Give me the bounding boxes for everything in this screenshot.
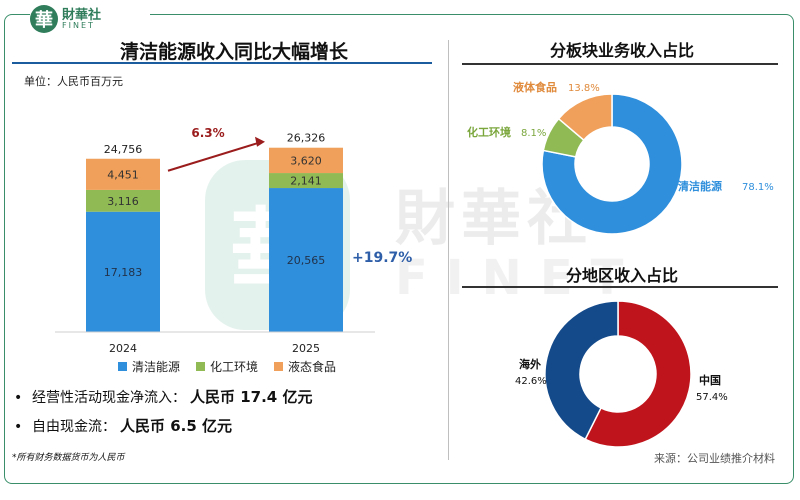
slice-value-label: 78.1% [742, 182, 774, 193]
legend-swatch [196, 362, 205, 371]
bar-value-label: 2,141 [290, 175, 322, 188]
bar-segment [86, 211, 160, 332]
bullet-label: 经营性活动现金净流入： [32, 390, 186, 406]
bar-value-label: 3,620 [290, 154, 322, 167]
donut-slice [584, 300, 692, 448]
bar-value-label: 3,116 [107, 195, 139, 208]
bullet-operating-cash: • 经营性活动现金净流入： 人民币 17.4 亿元 [14, 388, 313, 406]
x-tick-label: 2024 [109, 342, 137, 355]
slice-value-label: 42.6% [515, 376, 547, 387]
slice-value-label: 8.1% [521, 128, 546, 139]
logo-en-text: FINET [62, 20, 95, 30]
bar-value-label: 17,183 [104, 266, 143, 279]
bar-total-label: 24,756 [104, 143, 143, 156]
legend-swatch [274, 362, 283, 371]
segment-chart-title: 分板块业务收入占比 [550, 41, 695, 60]
bullet-free-cash: • 自由现金流： 人民币 6.5 亿元 [14, 417, 233, 435]
total-growth-label: 6.3% [191, 126, 224, 140]
segment-growth-label: +19.7% [352, 250, 412, 266]
footnote: *所有财务数据货币为人民币 [12, 453, 125, 463]
segment-donut-chart: 清洁能源 78.1% 化工环境 8.1% 液体食品 13.8% [467, 80, 774, 235]
bar-total-label: 26,326 [287, 132, 326, 145]
bar-segment [269, 188, 343, 332]
donut-slice [544, 300, 619, 441]
bar-value-label: 20,565 [287, 254, 326, 267]
content-frame [4, 14, 794, 484]
slice-name-label: 中国 [699, 373, 721, 387]
source-note: 来源：公司业绩推介材料 [654, 452, 775, 465]
finet-logo: 華 財華社 FINET [30, 2, 150, 36]
title-underline [12, 62, 432, 64]
slice-value-label: 13.8% [568, 83, 600, 94]
finet-logo-icon: 華 [30, 5, 58, 33]
bar-segment [269, 173, 343, 189]
slice-name-label: 清洁能源 [678, 179, 722, 193]
legend-label: 化工环境 [210, 359, 258, 374]
unit-label: 单位：人民币百万元 [24, 75, 123, 88]
panel-divider [448, 40, 449, 460]
legend-swatch [118, 362, 127, 371]
bar-segment [86, 158, 160, 190]
slice-value-label: 57.4% [696, 392, 728, 403]
bullet-value: 人民币 17.4 亿元 [190, 388, 313, 406]
donut-slice [541, 93, 683, 235]
bar-value-label: 4,451 [107, 168, 139, 181]
bar-segment [86, 189, 160, 212]
slice-name-label: 海外 [519, 357, 541, 371]
revenue-chart-title: 清洁能源收入同比大幅增长 [120, 41, 349, 63]
segment-title-rule [462, 63, 778, 65]
slice-name-label: 液体食品 [513, 80, 557, 94]
legend-label: 清洁能源 [132, 360, 180, 374]
donut-slice [557, 93, 613, 142]
bullet-label: 自由现金流： [32, 419, 116, 435]
region-title-rule [462, 286, 778, 288]
growth-arrow-line [167, 141, 260, 172]
stacked-bar-chart: 17,183 3,116 4,451 24,756 2024 20,565 2,141 3,6… [55, 126, 412, 374]
slice-name-label: 化工环境 [467, 125, 511, 139]
region-chart-title: 分地区收入占比 [566, 266, 679, 285]
region-donut-chart: 中国 57.4% 海外 42.6% [515, 300, 728, 448]
legend-label: 液态食品 [288, 359, 336, 374]
growth-arrow-icon [255, 136, 265, 147]
logo-cn-text: 財華社 [62, 7, 102, 23]
bullet-value: 人民币 6.5 亿元 [120, 417, 233, 435]
x-tick-label: 2025 [292, 342, 320, 355]
cash-flow-bullets: • 经营性活动现金净流入： 人民币 17.4 亿元 • 自由现金流： 人民币 6… [14, 386, 312, 444]
bar-segment [269, 147, 343, 174]
